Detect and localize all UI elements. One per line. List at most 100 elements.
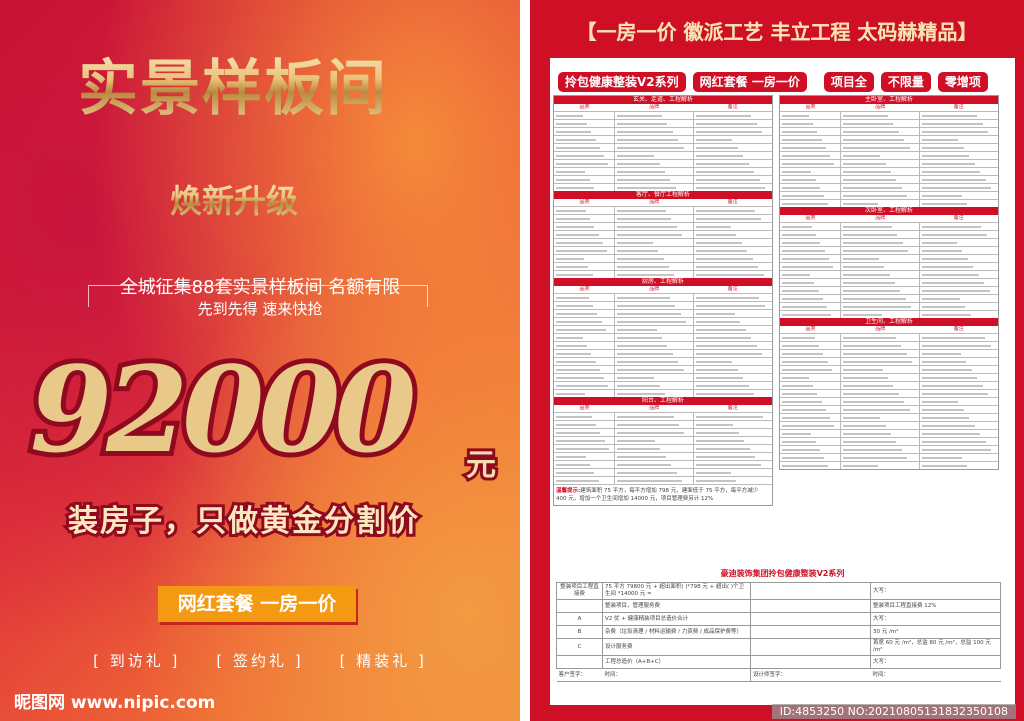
table-cell bbox=[694, 255, 772, 262]
table-cell bbox=[920, 128, 998, 135]
table-cell bbox=[780, 136, 842, 143]
gift-list: [ 到访礼 ] [ 签约礼 ] [ 精装礼 ] bbox=[0, 650, 520, 671]
table-cell bbox=[920, 342, 998, 349]
table-cell bbox=[920, 144, 998, 151]
table-cell bbox=[780, 192, 842, 199]
table-row bbox=[780, 381, 998, 389]
price: 92000 bbox=[25, 340, 422, 480]
table-cell bbox=[615, 176, 694, 183]
table-cell bbox=[554, 144, 616, 151]
table-row bbox=[554, 143, 772, 151]
table-row bbox=[554, 119, 772, 127]
table-cell bbox=[615, 429, 694, 436]
table-row bbox=[554, 127, 772, 135]
table-row bbox=[780, 349, 998, 357]
price-unit: 元 bbox=[463, 445, 499, 486]
table-cell bbox=[615, 160, 694, 167]
table-cell bbox=[780, 311, 842, 318]
summary-cell: 工程总造价（A+B+C） bbox=[602, 655, 751, 669]
table-cell bbox=[780, 350, 842, 357]
table-cell bbox=[780, 390, 842, 397]
table-cell bbox=[694, 176, 772, 183]
table-cell bbox=[780, 334, 842, 341]
table-cell bbox=[554, 120, 616, 127]
table-cell bbox=[554, 310, 616, 317]
tag-row: 拎包健康整装V2系列 网红套餐 一房一价 项目全 不限量 零增项 bbox=[558, 72, 988, 92]
table-cell bbox=[780, 382, 842, 389]
column-header: 品牌 bbox=[875, 326, 886, 332]
table-cell bbox=[920, 168, 998, 175]
table-cell bbox=[920, 454, 998, 461]
column-header: 备注 bbox=[953, 215, 964, 221]
table-cell bbox=[615, 294, 694, 301]
table-cell bbox=[694, 144, 772, 151]
table-cell bbox=[841, 430, 920, 437]
summary-cell bbox=[750, 638, 871, 656]
table-cell bbox=[694, 421, 772, 428]
table-cell bbox=[615, 342, 694, 349]
table-cell bbox=[554, 112, 616, 119]
table-cell bbox=[554, 239, 616, 246]
table-cell bbox=[554, 223, 616, 230]
promo-frame bbox=[88, 285, 428, 307]
table-row bbox=[554, 222, 772, 230]
table-cell bbox=[694, 477, 772, 484]
table-cell bbox=[920, 462, 998, 469]
package-button[interactable]: 网红套餐 一房一价 bbox=[158, 586, 356, 622]
table-row bbox=[554, 246, 772, 254]
summary-cell: C bbox=[556, 638, 603, 656]
table-cell bbox=[780, 239, 842, 246]
table-cell bbox=[554, 461, 616, 468]
table-cell bbox=[615, 255, 694, 262]
table-cell bbox=[780, 398, 842, 405]
table-cell bbox=[780, 303, 842, 310]
table-row bbox=[780, 302, 998, 310]
table-cell bbox=[780, 414, 842, 421]
table-row bbox=[780, 230, 998, 238]
table-cell bbox=[841, 358, 920, 365]
table-cell bbox=[554, 176, 616, 183]
table-cell bbox=[780, 144, 842, 151]
table-cell bbox=[920, 160, 998, 167]
table-row bbox=[780, 222, 998, 230]
table-cell bbox=[694, 207, 772, 214]
table-cell bbox=[780, 358, 842, 365]
table-cell bbox=[920, 311, 998, 318]
table-row bbox=[780, 397, 998, 405]
price-note: 温馨提示:建筑面积 75 平方，每平方增加 798 元，建面低于 75 平方，每… bbox=[554, 484, 772, 505]
table-row bbox=[554, 428, 772, 436]
table-row bbox=[780, 341, 998, 349]
section-header: 卫生间、工程解析 bbox=[780, 318, 998, 326]
table-cell bbox=[841, 422, 920, 429]
table-row bbox=[780, 159, 998, 167]
signature-cell: 时间： bbox=[602, 668, 751, 682]
column-header: 品牌 bbox=[649, 199, 660, 205]
table-cell bbox=[920, 184, 998, 191]
table-cell bbox=[780, 255, 842, 262]
section-header: 玄关、走道、工程解析 bbox=[554, 96, 772, 104]
table-cell bbox=[554, 302, 616, 309]
table-cell bbox=[554, 128, 616, 135]
column-header: 品类 bbox=[805, 104, 816, 110]
table-cell bbox=[615, 247, 694, 254]
table-cell bbox=[554, 374, 616, 381]
table-row bbox=[780, 270, 998, 278]
table-cell bbox=[694, 429, 772, 436]
summary-row: 整装项目工程直接费 75 平方 79800 元 + 超出面积( )*798 元 +… bbox=[556, 582, 1001, 600]
table-cell bbox=[920, 152, 998, 159]
gift-decor: [ 精装礼 ] bbox=[339, 652, 427, 670]
table-row bbox=[554, 206, 772, 214]
table-cell bbox=[615, 302, 694, 309]
table-cell bbox=[554, 350, 616, 357]
table-cell bbox=[694, 263, 772, 270]
table-cell bbox=[554, 207, 616, 214]
section-header: 阳台、工程解析 bbox=[554, 397, 772, 405]
table-row bbox=[554, 460, 772, 468]
note-text: 建筑面积 75 平方，每平方增加 798 元，建面低于 75 平方，每平方减少 … bbox=[556, 488, 759, 502]
tag-complete: 项目全 bbox=[823, 72, 874, 92]
table-row bbox=[780, 262, 998, 270]
tag-package: 网红套餐 一房一价 bbox=[692, 72, 807, 92]
table-cell bbox=[780, 160, 842, 167]
table-cell bbox=[841, 271, 920, 278]
table-cell bbox=[694, 453, 772, 460]
